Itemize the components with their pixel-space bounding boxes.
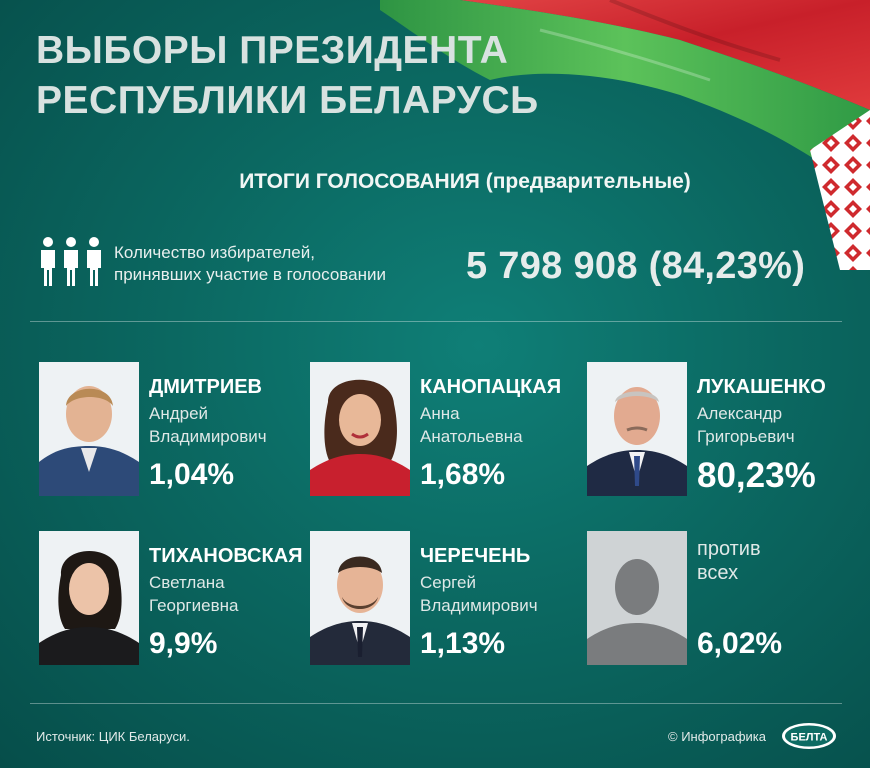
turnout-label-line-1: Количество избирателей, (114, 243, 315, 262)
results-subtitle: ИТОГИ ГОЛОСОВАНИЯ (предварительные) (239, 170, 691, 193)
against-all-label: против всех (697, 537, 761, 585)
candidate-patronymic: Григорьевич (697, 427, 795, 446)
candidate-card-tikhanovskaya: ТИХАНОВСКАЯ Светлана Георгиевна 9,9% (39, 531, 303, 667)
candidate-photo (310, 531, 410, 665)
candidate-percent: 1,13% (420, 627, 506, 660)
candidate-percent: 1,04% (149, 458, 235, 491)
candidate-photo (39, 531, 139, 665)
people-icon (38, 236, 104, 288)
candidate-names: Андрей Владимирович (149, 402, 267, 448)
candidate-surname: ЛУКАШЕНКО (697, 376, 826, 398)
against-label-line-2: всех (697, 562, 739, 584)
candidate-surname: КАНОПАЦКАЯ (420, 376, 562, 398)
candidate-surname: ТИХАНОВСКАЯ (149, 545, 303, 567)
turnout-label: Количество избирателей, принявших участи… (114, 242, 454, 286)
candidate-surname: ДМИТРИЕВ (149, 376, 262, 398)
candidate-card-dmitriev: ДМИТРИЕВ Андрей Владимирович 1,04% (39, 362, 299, 498)
divider-top (30, 321, 842, 322)
candidate-photo (39, 362, 139, 496)
candidate-patronymic: Анатольевна (420, 427, 523, 446)
candidate-surname: ЧЕРЕЧЕНЬ (420, 545, 531, 567)
title-line-1: ВЫБОРЫ ПРЕЗИДЕНТА (36, 29, 509, 72)
candidate-first-name: Александр (697, 404, 783, 423)
candidate-patronymic: Георгиевна (149, 596, 239, 615)
candidate-percent: 80,23% (697, 456, 816, 495)
candidate-photo (310, 362, 410, 496)
candidate-names: Сергей Владимирович (420, 571, 538, 617)
turnout-label-line-2: принявших участие в голосовании (114, 265, 386, 284)
candidate-photo (587, 362, 687, 496)
candidate-patronymic: Владимирович (420, 596, 538, 615)
title-line-2: РЕСПУБЛИКИ БЕЛАРУСЬ (36, 79, 539, 122)
source-note: Источник: ЦИК Беларуси. (36, 729, 190, 744)
belarus-flag (380, 0, 870, 270)
candidate-percent: 1,68% (420, 458, 506, 491)
candidate-card-kanopatskaya: КАНОПАЦКАЯ Анна Анатольевна 1,68% (310, 362, 570, 498)
placeholder-silhouette-icon (587, 531, 687, 665)
candidate-first-name: Сергей (420, 573, 476, 592)
candidate-patronymic: Владимирович (149, 427, 267, 446)
candidate-percent: 9,9% (149, 627, 218, 660)
candidate-names: Светлана Георгиевна (149, 571, 238, 617)
candidate-first-name: Светлана (149, 573, 225, 592)
candidate-first-name: Анна (420, 404, 460, 423)
infographic-credit: © Инфографика (668, 729, 767, 744)
candidate-names: Александр Григорьевич (697, 402, 795, 448)
logo-text: БЕЛТА (791, 732, 828, 744)
candidate-card-lukashenko: ЛУКАШЕНКО Александр Григорьевич 80,23% (587, 362, 847, 498)
turnout-value: 5 798 908 (84,23%) (466, 245, 806, 287)
candidate-names: Анна Анатольевна (420, 402, 523, 448)
against-all-card: против всех 6,02% (587, 531, 847, 667)
page-title: ВЫБОРЫ ПРЕЗИДЕНТА РЕСПУБЛИКИ БЕЛАРУСЬ (36, 26, 596, 126)
candidate-card-cherechen: ЧЕРЕЧЕНЬ Сергей Владимирович 1,13% (310, 531, 570, 667)
belta-logo: БЕЛТА (780, 721, 838, 751)
divider-bottom (30, 703, 842, 704)
against-label-line-1: против (697, 538, 761, 560)
against-all-percent: 6,02% (697, 627, 783, 660)
candidate-first-name: Андрей (149, 404, 209, 423)
